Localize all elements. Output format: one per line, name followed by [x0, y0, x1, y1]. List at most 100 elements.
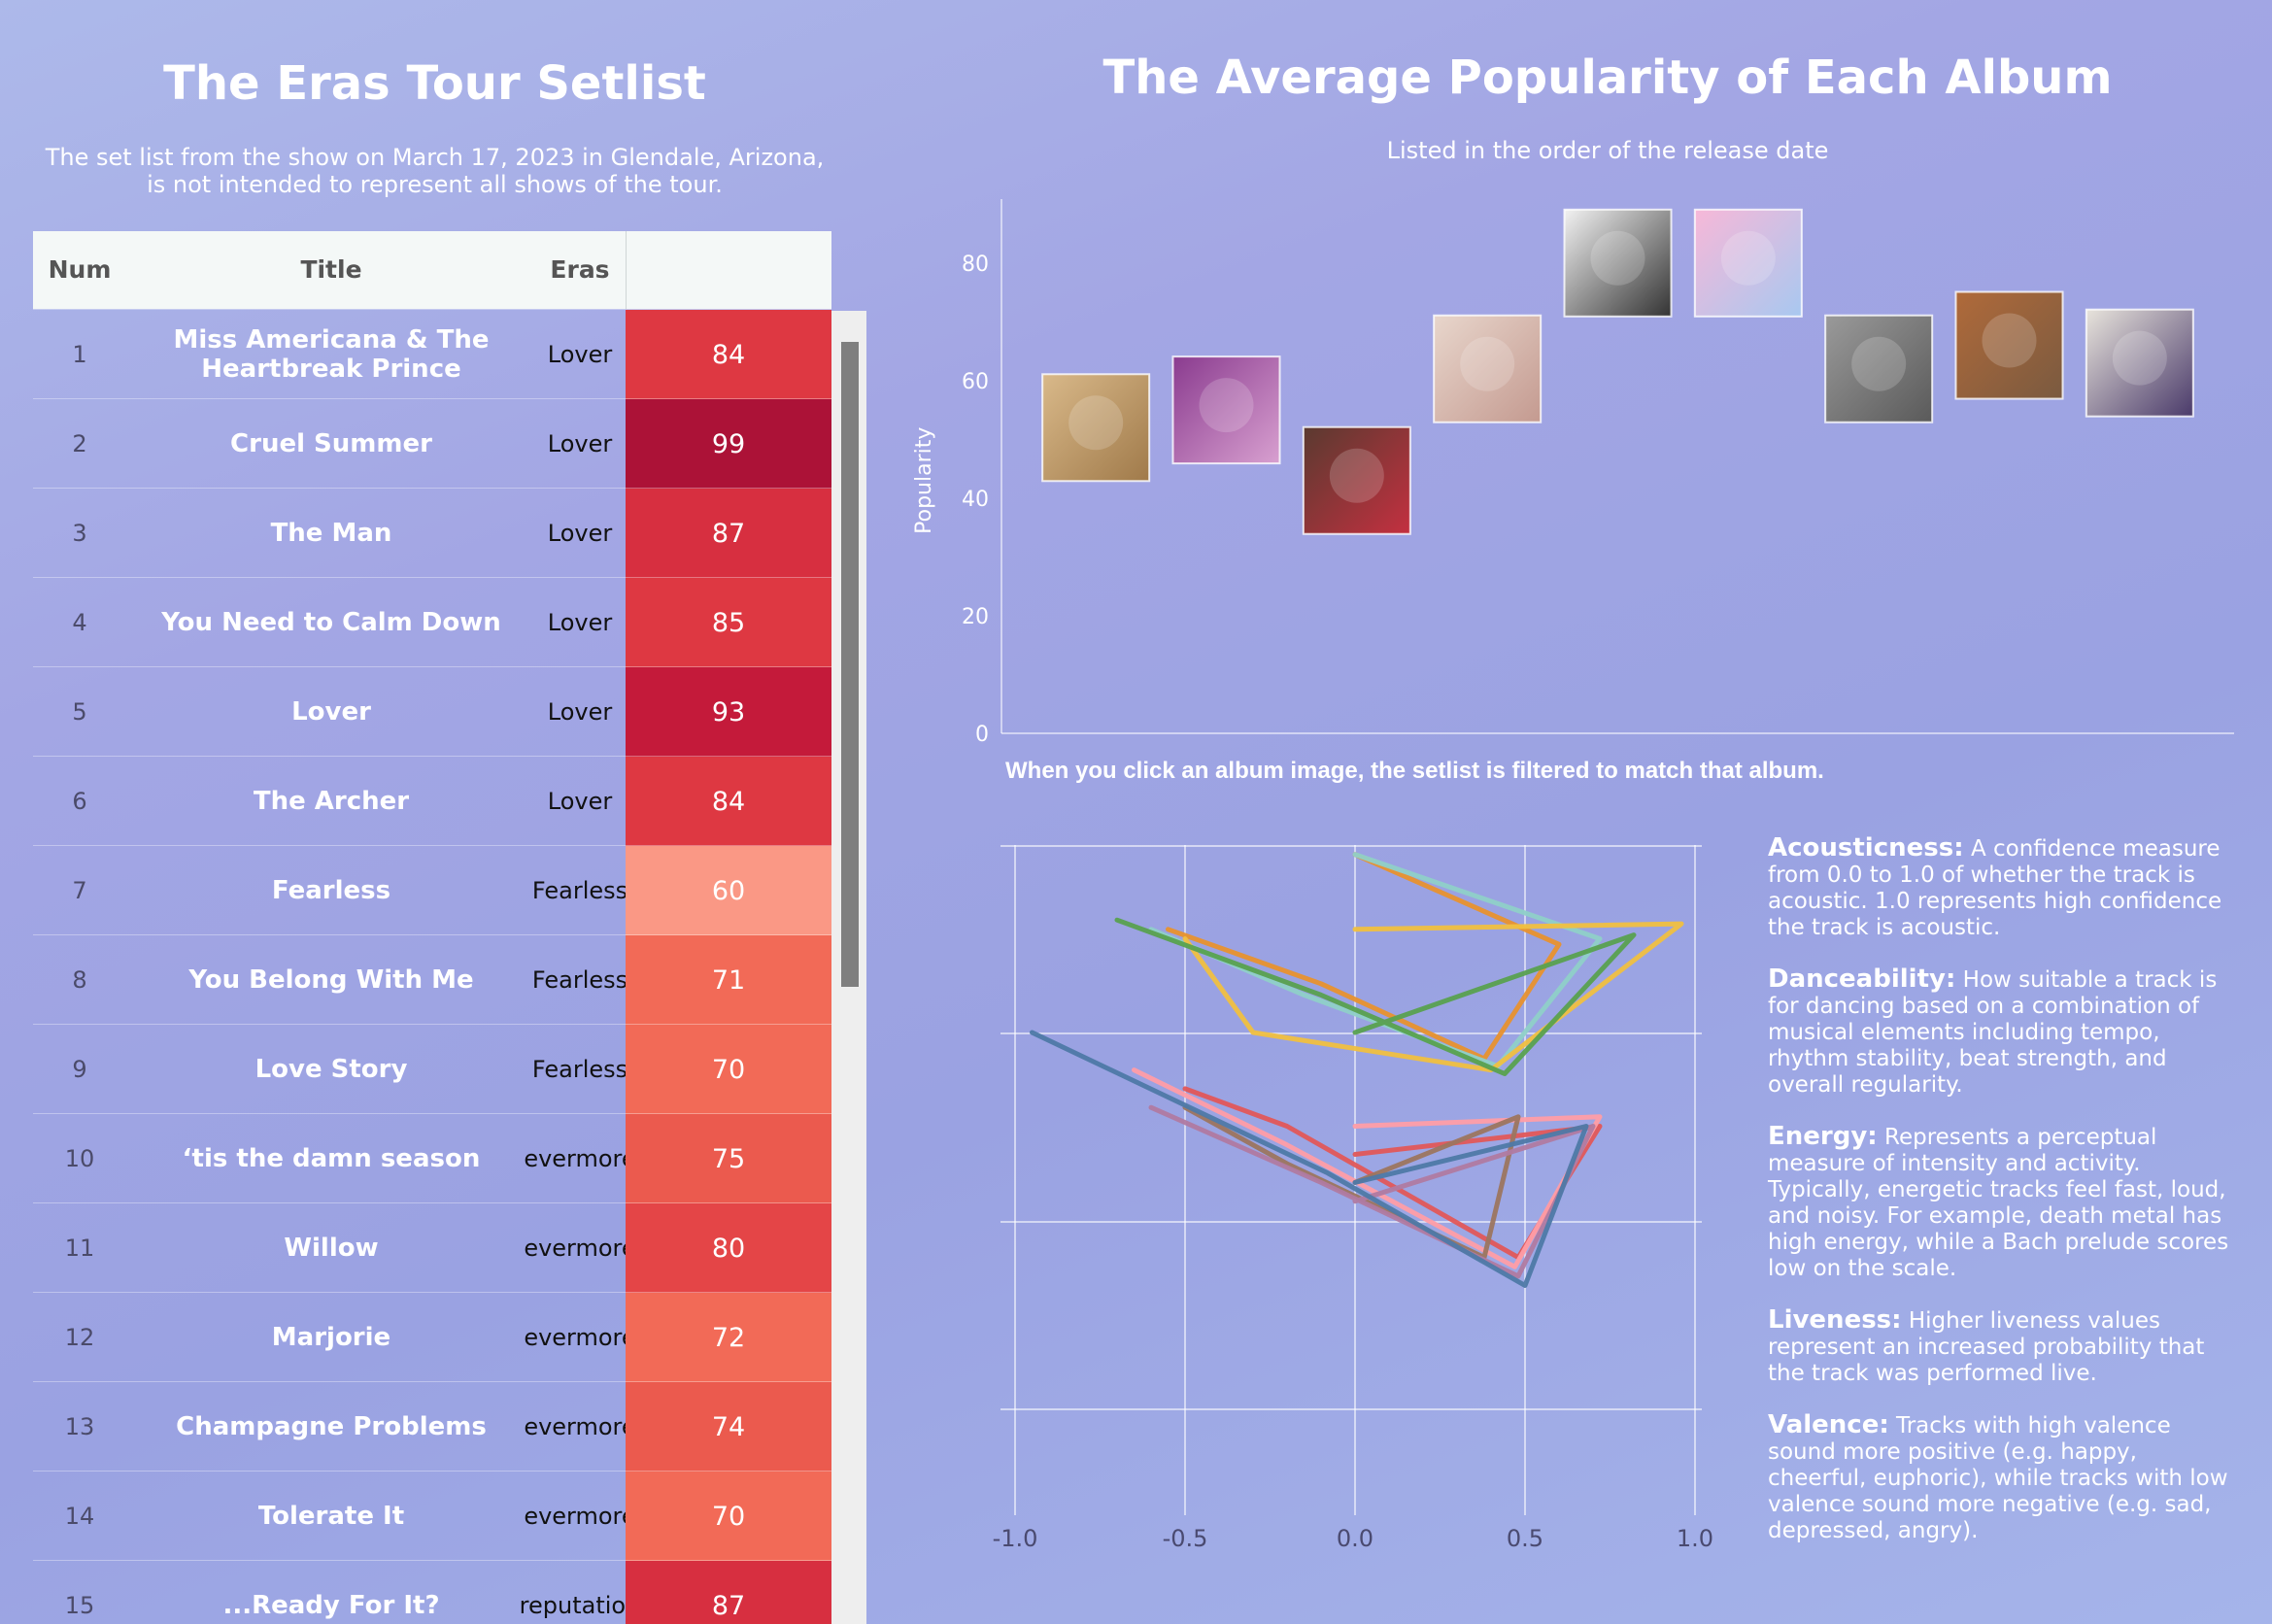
- album-cover-1989[interactable]: [1433, 314, 1543, 423]
- table-row[interactable]: 5 Lover Lover 93: [33, 666, 831, 757]
- row-title: Love Story: [254, 1055, 408, 1084]
- row-title: You Need to Calm Down: [161, 608, 501, 637]
- definition-item: Danceability: How suitable a track is fo…: [1768, 966, 2234, 1099]
- definition-text: Tracks with high valence sound more posi…: [1768, 1413, 2228, 1543]
- table-row[interactable]: 7 Fearless Fearless 60: [33, 845, 831, 935]
- row-title: Lover: [291, 697, 371, 727]
- x-tick-label: 0.5: [1507, 1525, 1543, 1552]
- row-title: Miss Americana & The Heartbreak Prince: [173, 325, 490, 384]
- row-title: Willow: [284, 1234, 379, 1263]
- table-row[interactable]: 14 Tolerate It evermore 70: [33, 1471, 831, 1561]
- table-row[interactable]: 4 You Need to Calm Down Lover 85: [33, 577, 831, 667]
- cover-figure: [1460, 336, 1515, 391]
- row-popularity: 84: [626, 310, 831, 399]
- row-era: Lover: [547, 609, 613, 636]
- row-popularity: 99: [626, 399, 831, 489]
- header-title[interactable]: Title: [300, 255, 362, 284]
- album-art: [1171, 355, 1281, 465]
- row-era: Lover: [547, 341, 613, 368]
- row-num: 12: [64, 1324, 95, 1351]
- row-num: 2: [72, 430, 87, 457]
- definition-term: Danceability:: [1768, 964, 1956, 994]
- y-tick-label: 0: [975, 723, 989, 747]
- row-num: 1: [72, 341, 87, 368]
- album-cover-red[interactable]: [1302, 425, 1411, 535]
- table-scrollbar-thumb[interactable]: [841, 342, 859, 987]
- album-art: [1954, 290, 2064, 400]
- setlist-title: The Eras Tour Setlist: [163, 56, 706, 111]
- row-popularity: 93: [626, 667, 831, 757]
- header-popularity[interactable]: [626, 231, 831, 309]
- row-title: Marjorie: [271, 1323, 391, 1352]
- setlist-table: Num Title Eras 1 Miss Americana & The Hea…: [33, 231, 831, 1624]
- row-num: 4: [72, 609, 87, 636]
- row-popularity: 75: [626, 1114, 831, 1203]
- y-tick-label: 40: [962, 488, 989, 512]
- y-tick-label: 20: [962, 605, 989, 629]
- table-row[interactable]: 10 ‘tis the damn season evermore 75: [33, 1113, 831, 1203]
- header-eras[interactable]: Eras: [550, 255, 610, 284]
- header-num[interactable]: Num: [48, 255, 112, 284]
- table-row[interactable]: 2 Cruel Summer Lover 99: [33, 398, 831, 489]
- definition-term: Acousticness:: [1768, 833, 1964, 863]
- album-cover-fearless[interactable]: [1041, 373, 1151, 483]
- table-row[interactable]: 11 Willow evermore 80: [33, 1202, 831, 1293]
- row-popularity: 80: [626, 1203, 831, 1293]
- row-title: Cruel Summer: [230, 429, 432, 458]
- album-cover-reputation[interactable]: [1563, 208, 1673, 318]
- filter-note: When you click an album image, the setli…: [1005, 758, 1824, 784]
- chart-subtitle: Listed in the order of the release date: [1386, 137, 1829, 164]
- table-row[interactable]: 3 The Man Lover 87: [33, 488, 831, 578]
- row-title: Champagne Problems: [176, 1412, 487, 1441]
- table-row[interactable]: 13 Champagne Problems evermore 74: [33, 1381, 831, 1472]
- definition-text: Represents a perceptual measure of inten…: [1768, 1125, 2229, 1281]
- album-cover-speak-now[interactable]: [1171, 355, 1281, 465]
- table-row[interactable]: 1 Miss Americana & The Heartbreak Prince L…: [33, 309, 831, 399]
- album-cover-midnights[interactable]: [2085, 308, 2194, 418]
- row-num: 7: [72, 877, 87, 904]
- row-popularity: 74: [626, 1382, 831, 1472]
- row-title: The Man: [270, 519, 392, 548]
- table-row[interactable]: 8 You Belong With Me Fearless 71: [33, 934, 831, 1025]
- row-era: evermore: [524, 1413, 636, 1440]
- definition-term: Liveness:: [1768, 1305, 1902, 1335]
- album-art: [2085, 308, 2194, 418]
- row-era: Lover: [547, 520, 613, 547]
- row-num: 15: [64, 1592, 95, 1619]
- row-num: 9: [72, 1056, 87, 1083]
- cover-figure: [2112, 330, 2167, 386]
- definition-term: Energy:: [1768, 1122, 1878, 1151]
- row-num: 13: [64, 1413, 95, 1440]
- album-cover-lover[interactable]: [1693, 208, 1803, 318]
- row-era: Lover: [547, 698, 613, 726]
- row-num: 8: [72, 966, 87, 994]
- table-row[interactable]: 12 Marjorie evermore 72: [33, 1292, 831, 1382]
- table-row[interactable]: 6 The Archer Lover 84: [33, 756, 831, 846]
- cover-figure: [1068, 395, 1124, 451]
- y-tick-label: 60: [962, 370, 989, 394]
- definition-term: Valence:: [1768, 1410, 1889, 1439]
- x-tick-label: -1.0: [993, 1525, 1038, 1552]
- album-cover-folklore[interactable]: [1824, 314, 1934, 423]
- row-era: evermore: [524, 1235, 636, 1262]
- table-row[interactable]: 9 Love Story Fearless 70: [33, 1024, 831, 1114]
- row-popularity: 70: [626, 1472, 831, 1561]
- row-popularity: 72: [626, 1293, 831, 1382]
- album-cover-evermore[interactable]: [1954, 290, 2064, 400]
- definition-item: Energy: Represents a perceptual measure …: [1768, 1124, 2234, 1282]
- row-title: You Belong With Me: [188, 965, 474, 995]
- definition-item: Valence: Tracks with high valence sound …: [1768, 1412, 2234, 1544]
- row-title: Fearless: [271, 876, 391, 905]
- row-popularity: 60: [626, 846, 831, 935]
- row-era: reputation: [519, 1592, 641, 1619]
- feature-definitions: Acousticness: A confidence measure from …: [1768, 835, 2234, 1570]
- definition-text: How suitable a track is for dancing base…: [1768, 967, 2218, 1098]
- album-art: [1693, 208, 1803, 318]
- feature-series-line: [1132, 1067, 1603, 1269]
- definition-item: Liveness: Higher liveness values represe…: [1768, 1307, 2234, 1387]
- row-popularity: 85: [626, 578, 831, 667]
- cover-figure: [1590, 230, 1645, 286]
- row-title: ...Ready For It?: [222, 1591, 440, 1620]
- row-title: The Archer: [253, 787, 410, 816]
- table-row[interactable]: 15 ...Ready For It? reputation 87: [33, 1560, 831, 1624]
